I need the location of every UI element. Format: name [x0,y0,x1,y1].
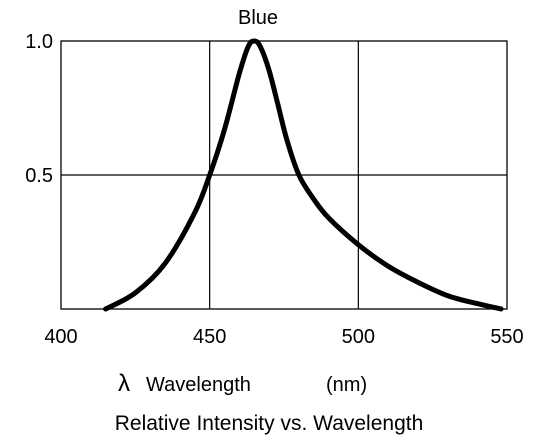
y-tick-label: 0.5 [25,165,53,187]
plot-border [60,40,508,310]
series-line-0 [103,38,504,312]
series-layer [103,38,504,312]
x-tick-label: 400 [44,326,77,348]
chart-title: Blue [238,7,278,29]
x-tick-label: 450 [193,326,226,348]
y-tick-labels: 0.5 1.0 [25,31,53,187]
y-tick-label: 1.0 [25,31,53,53]
x-axis-unit: (nm) [326,374,367,396]
lambda-symbol: λ [118,370,130,397]
plot-frame [60,40,508,310]
x-axis-label: Wavelength [146,374,251,396]
x-tick-label: 500 [342,326,375,348]
grid-lines [61,41,507,309]
chart-subtitle: Relative Intensity vs. Wavelength [115,412,424,435]
x-tick-label: 550 [490,326,523,348]
x-tick-labels: 400 450 500 550 [44,326,523,348]
